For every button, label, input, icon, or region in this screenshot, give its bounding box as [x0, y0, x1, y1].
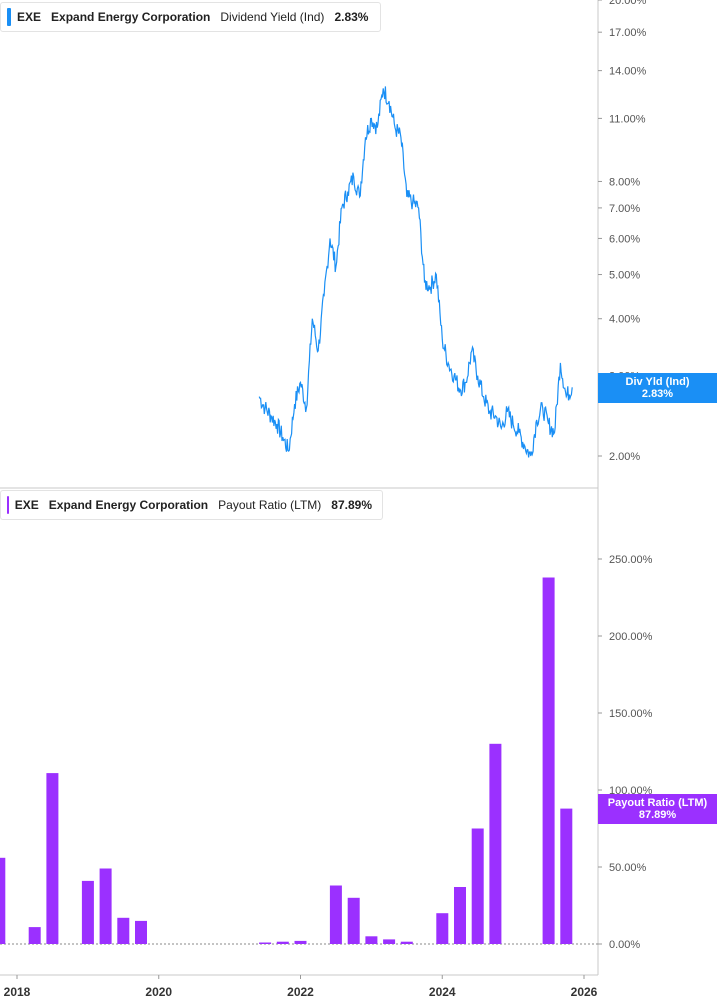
dividend-yield-line	[258, 86, 573, 458]
bottom-legend-value: 87.89%	[331, 498, 372, 512]
bottom-legend-color-swatch	[7, 496, 9, 514]
x-tick-label: 2026	[571, 985, 598, 999]
bottom-legend-company: Expand Energy Corporation	[48, 498, 209, 512]
top-legend-metric: Dividend Yield (Ind)	[220, 10, 325, 24]
y-tick-label: 5.00%	[609, 270, 640, 282]
y-tick-label: 150.00%	[609, 708, 653, 720]
x-tick-label: 2024	[429, 985, 456, 999]
payout-ratio-bar	[542, 577, 555, 944]
payout-ratio-flag-value: 87.89%	[638, 809, 677, 821]
y-tick-label: 2.00%	[609, 451, 640, 463]
y-tick-label: 20.00%	[609, 0, 647, 7]
y-tick-label: 250.00%	[609, 554, 653, 566]
payout-ratio-bar	[383, 939, 396, 944]
payout-ratio-bar	[400, 941, 413, 944]
bottom-legend-metric: Payout Ratio (LTM)	[218, 498, 322, 512]
payout-ratio-bar	[489, 743, 502, 944]
payout-ratio-bar	[365, 936, 378, 944]
y-tick-label: 50.00%	[609, 862, 647, 874]
div-yield-current-flag: Div Yld (Ind) 2.83%	[598, 373, 717, 403]
payout-ratio-bar	[259, 942, 272, 944]
payout-ratio-bar	[46, 773, 59, 944]
payout-ratio-bar	[117, 917, 130, 944]
x-tick-label: 2020	[145, 985, 172, 999]
payout-ratio-bar	[329, 885, 342, 944]
payout-ratio-current-flag: Payout Ratio (LTM) 87.89%	[598, 794, 717, 824]
top-legend[interactable]: EXE Expand Energy Corporation Dividend Y…	[0, 2, 381, 32]
payout-ratio-bar	[276, 941, 289, 944]
payout-ratio-bar	[347, 897, 360, 944]
payout-ratio-bar	[28, 927, 41, 944]
div-yield-flag-value: 2.83%	[641, 388, 674, 400]
payout-ratio-bar	[135, 920, 147, 944]
y-tick-label: 7.00%	[609, 203, 640, 215]
payout-ratio-bar	[471, 828, 484, 944]
payout-ratio-bar	[0, 857, 6, 944]
top-legend-value: 2.83%	[334, 10, 369, 24]
y-tick-label: 6.00%	[609, 233, 640, 245]
top-legend-company: Expand Energy Corporation	[51, 10, 211, 24]
y-tick-label: 4.00%	[609, 314, 640, 326]
bottom-legend[interactable]: EXE Expand Energy Corporation Payout Rat…	[0, 490, 383, 520]
x-tick-label: 2022	[287, 985, 314, 999]
payout-ratio-bar	[81, 880, 94, 944]
top-legend-color-swatch	[7, 8, 11, 26]
y-tick-label: 11.00%	[609, 113, 646, 125]
y-tick-label: 14.00%	[609, 66, 647, 78]
payout-ratio-flag-label: Payout Ratio (LTM)	[607, 797, 708, 809]
payout-ratio-bar	[294, 940, 307, 944]
div-yield-flag-label: Div Yld (Ind)	[625, 376, 690, 388]
top-legend-ticker: EXE	[17, 10, 42, 24]
payout-ratio-bar	[560, 808, 573, 944]
payout-ratio-bar	[436, 913, 449, 944]
y-tick-label: 8.00%	[609, 176, 640, 188]
y-tick-label: 17.00%	[609, 27, 647, 39]
y-tick-label: 0.00%	[609, 939, 640, 951]
bottom-legend-ticker: EXE	[14, 498, 39, 512]
y-tick-label: 200.00%	[609, 631, 653, 643]
payout-ratio-bar	[99, 868, 112, 944]
payout-ratio-bar	[454, 887, 466, 944]
x-tick-label: 2018	[4, 985, 31, 999]
